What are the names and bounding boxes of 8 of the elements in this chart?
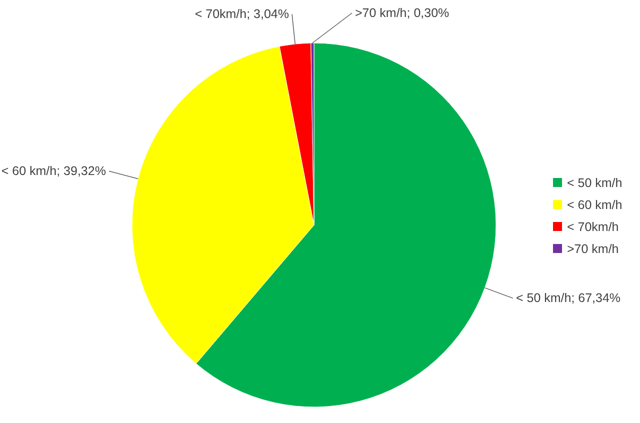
legend-label: < 60 km/h xyxy=(567,198,622,212)
legend-label: < 70km/h xyxy=(567,220,619,234)
data-label: < 70km/h; 3,04% xyxy=(194,7,289,22)
data-label: < 50 km/h; 67,34% xyxy=(516,291,621,306)
legend-label: >70 km/h xyxy=(567,242,619,256)
legend-label: < 50 km/h xyxy=(567,176,622,190)
data-label: < 60 km/h; 39,32% xyxy=(1,164,106,178)
data-label: >70 km/h; 0,30% xyxy=(355,6,450,20)
